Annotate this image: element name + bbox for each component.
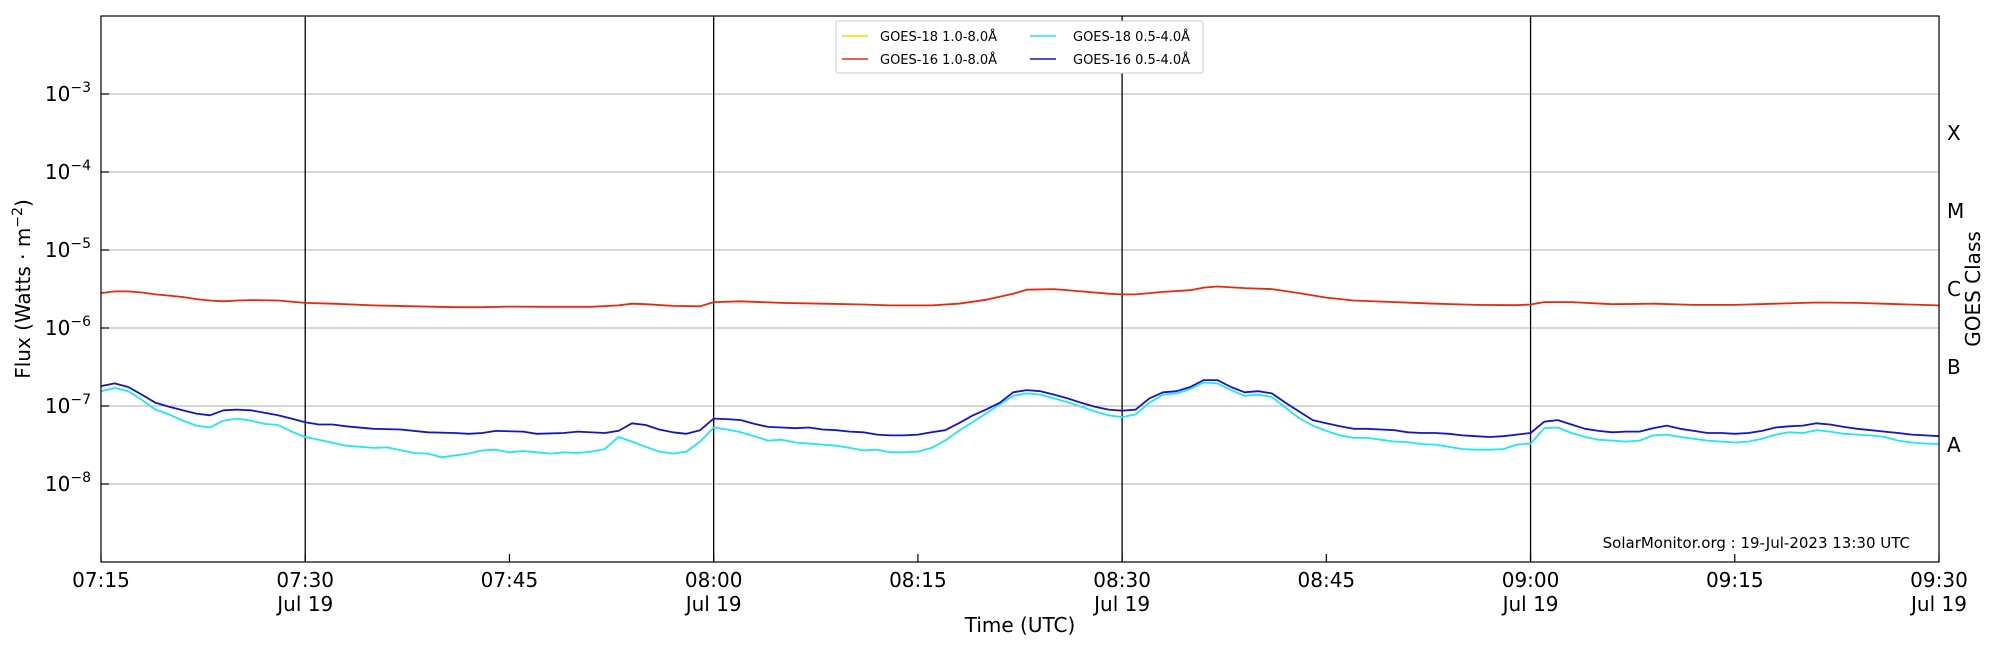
x-tick-date-label: Jul 19	[275, 592, 333, 616]
legend-label-goes18-long: GOES-18 1.0-8.0Å	[880, 29, 997, 45]
y-tick-label: 10−8	[45, 470, 91, 496]
x-tick-date-label: Jul 19	[1092, 592, 1150, 616]
legend-label-goes18-short: GOES-18 0.5-4.0Å	[1073, 29, 1190, 45]
series-lines	[100, 285, 1940, 459]
x-tick-label: 08:45	[1298, 568, 1356, 592]
x-tick-date-label: Jul 19	[684, 592, 742, 616]
x-tick-label: 07:15	[72, 568, 130, 592]
x-tick-label: 07:45	[481, 568, 539, 592]
y-axis-label: Flux (Watts · m−2)	[10, 199, 35, 379]
series-line-3	[100, 379, 1940, 438]
x-tick-label: 09:15	[1706, 568, 1764, 592]
x-tick-label: 08:30	[1093, 568, 1151, 592]
plot-frame	[100, 15, 1940, 563]
x-tick-label: 09:00	[1502, 568, 1560, 592]
legend-box	[835, 20, 1204, 74]
goes-class-label-A: A	[1947, 433, 1961, 457]
legend-label-goes16-long: GOES-16 1.0-8.0Å	[880, 52, 997, 68]
credit-text: SolarMonitor.org : 19-Jul-2023 13:30 UTC	[1603, 534, 1910, 552]
goes-class-label-X: X	[1947, 121, 1961, 145]
series-line-1	[100, 285, 1940, 309]
goes-class-label-C: C	[1947, 277, 1961, 301]
x-axis-title: Time (UTC)	[964, 613, 1076, 637]
x-tick-date-label: Jul 19	[1909, 592, 1967, 616]
grid-lines	[101, 93, 1939, 485]
x-tick-label: 08:00	[685, 568, 743, 592]
y-tick-label: 10−7	[45, 392, 91, 418]
legend: GOES-18 1.0-8.0Å GOES-16 1.0-8.0Å GOES-1…	[835, 20, 1204, 74]
y-tick-label: 10−3	[45, 80, 91, 106]
goes-class-label-M: M	[1947, 199, 1964, 223]
legend-label-goes16-short: GOES-16 0.5-4.0Å	[1073, 52, 1190, 68]
y-tick-label: 10−5	[45, 236, 91, 262]
x-tick-date-label: Jul 19	[1501, 592, 1559, 616]
goes-class-label-B: B	[1947, 355, 1961, 379]
series-line-2	[100, 381, 1940, 459]
x-tick-label: 07:30	[276, 568, 334, 592]
right-axis-label: GOES Class	[1961, 231, 1985, 347]
y-tick-label: 10−6	[45, 314, 91, 340]
x-axis-label: Time (UTC)	[964, 613, 1076, 637]
y-tick-label: 10−4	[45, 158, 91, 184]
x-tick-label: 09:30	[1910, 568, 1968, 592]
day-separator-lines	[304, 16, 1532, 562]
x-tick-label: 08:15	[889, 568, 947, 592]
